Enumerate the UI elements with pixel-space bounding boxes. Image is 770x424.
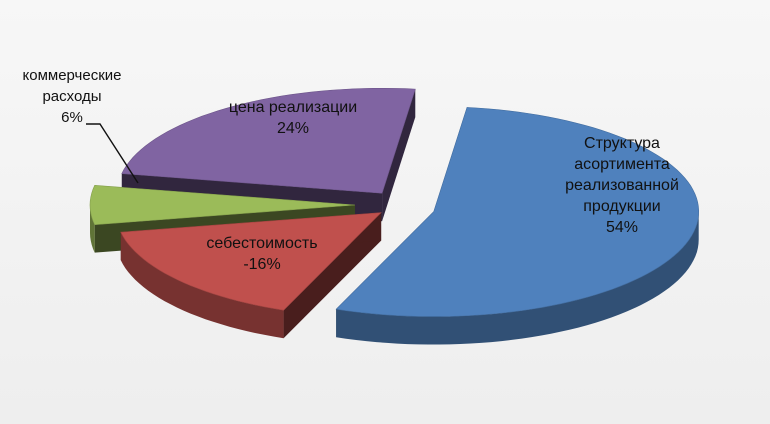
slice-name-line: цена реализации bbox=[229, 99, 357, 116]
slice-name-line: реализованной bbox=[565, 177, 679, 194]
slice-value-label: -16% bbox=[243, 256, 280, 273]
slice-name-line: Структура bbox=[584, 135, 660, 152]
slice-label-2: коммерческие расходы 6% bbox=[23, 67, 122, 126]
slice-name-line: асортимента bbox=[574, 156, 670, 173]
slice-value-label: 6% bbox=[61, 109, 83, 126]
slice-name-line: расходы bbox=[42, 88, 101, 105]
slice-value-label: 54% bbox=[606, 219, 638, 236]
slice-name-line: себестоимость bbox=[206, 235, 317, 252]
slice-value-label: 24% bbox=[277, 120, 309, 137]
slice-name-line: продукции bbox=[583, 198, 660, 215]
slice-name-line: коммерческие bbox=[23, 67, 122, 84]
